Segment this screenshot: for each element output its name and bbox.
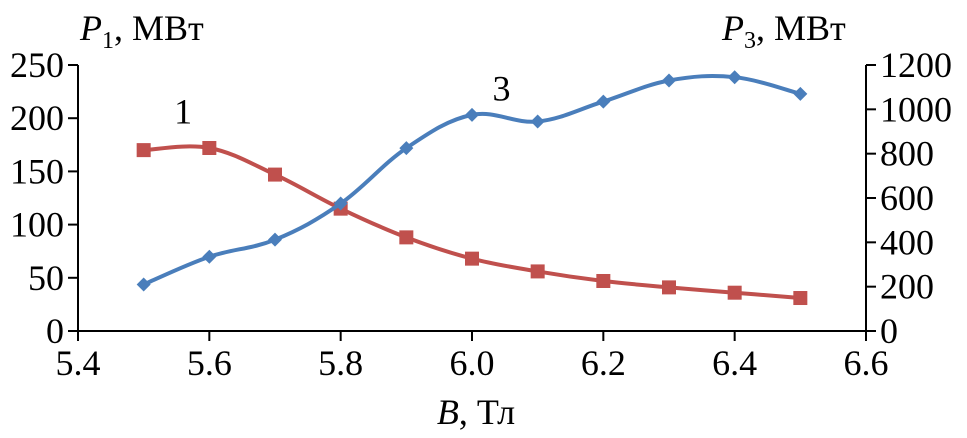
series-point-3 <box>202 249 217 264</box>
left-axis-title-unit: , МВт <box>114 8 204 48</box>
left-axis-title-sub: 1 <box>102 28 114 54</box>
series-point-1 <box>399 230 414 245</box>
x-axis-title-var: B <box>437 392 459 432</box>
x-axis-title-unit: , Тл <box>459 392 515 432</box>
series-point-1 <box>793 291 808 306</box>
right-y-tick-label: 1200 <box>880 45 952 85</box>
series-point-1 <box>268 167 282 182</box>
left-y-tick-label: 0 <box>46 311 64 351</box>
series-point-3 <box>727 70 742 85</box>
x-tick-label: 6.0 <box>450 343 495 383</box>
right-y-tick-label: 400 <box>880 222 934 262</box>
series-line-1 <box>143 144 801 301</box>
series-point-1 <box>530 264 545 279</box>
x-tick-label: 6.4 <box>712 343 757 383</box>
series-point-3 <box>268 232 282 247</box>
x-tick-label: 6.6 <box>844 343 889 383</box>
svg-text:P1, МВт: P1, МВт <box>79 8 204 54</box>
series-point-3 <box>662 73 676 88</box>
left-y-tick-label: 250 <box>10 45 64 85</box>
series-point-1 <box>136 143 151 158</box>
x-tick-label: 6.2 <box>581 343 626 383</box>
right-y-tick-label: 0 <box>880 311 898 351</box>
series-point-3 <box>793 86 808 101</box>
series-point-3 <box>596 94 611 109</box>
x-tick-label: 5.4 <box>56 343 101 383</box>
series-point-3 <box>333 196 348 211</box>
svg-text:P3, МВт: P3, МВт <box>721 8 846 54</box>
left-axis-title: P1, МВт <box>79 8 204 54</box>
right-y-tick-label: 200 <box>880 267 934 307</box>
series-point-1 <box>202 140 217 155</box>
x-tick-label: 5.6 <box>187 343 232 383</box>
left-axis-title-var: P <box>79 8 102 48</box>
series-point-3 <box>465 107 479 122</box>
axes: 5.4 5.6 5.8 6.0 6.2 6.4 6.60501001502002500200… <box>10 45 952 383</box>
right-y-tick-label: 600 <box>880 178 934 218</box>
series-point-3 <box>399 141 414 156</box>
right-y-tick-label: 800 <box>880 134 934 174</box>
svg-text:B, Тл: B, Тл <box>437 392 515 432</box>
right-axis-title-var: P <box>721 8 744 48</box>
plot-area: 13 <box>136 68 808 306</box>
right-axis-title: P3, МВт <box>721 8 846 54</box>
series-point-1 <box>662 280 676 295</box>
series-point-3 <box>530 114 545 129</box>
left-y-tick-label: 100 <box>10 205 64 245</box>
left-y-tick-label: 150 <box>10 151 64 191</box>
right-axis-title-sub: 3 <box>744 28 756 54</box>
right-axis-title-unit: , МВт <box>756 8 846 48</box>
series-point-3 <box>136 277 151 292</box>
left-y-tick-label: 200 <box>10 98 64 138</box>
series-point-1 <box>465 251 479 266</box>
x-axis-title: B, Тл <box>437 392 515 432</box>
curve-label-1: 1 <box>174 92 192 132</box>
left-y-tick-label: 50 <box>28 258 64 298</box>
right-y-tick-label: 1000 <box>880 89 952 129</box>
curve-label-3: 3 <box>493 68 511 108</box>
series-point-1 <box>727 285 742 300</box>
series-point-1 <box>596 273 611 288</box>
x-tick-label: 5.8 <box>318 343 363 383</box>
